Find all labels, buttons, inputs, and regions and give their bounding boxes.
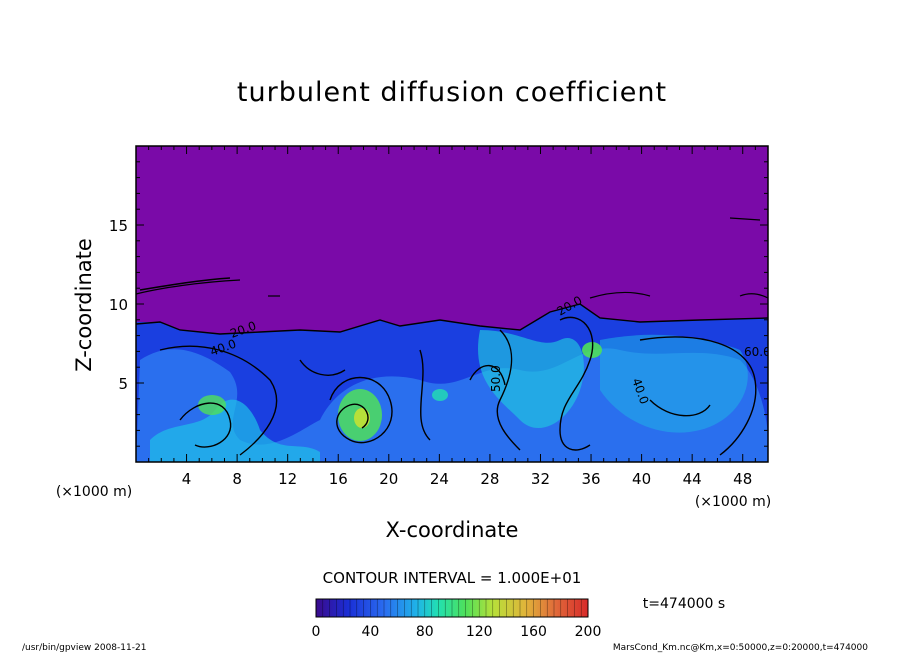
x-axis: 4 8 12 16 20 24 28 32 36 40 44 48 <box>135 146 769 488</box>
footer-left: /usr/bin/gpview 2008-11-21 <box>22 643 146 653</box>
footer-right: MarsCond_Km.nc@Km,x=0:50000,z=0:20000,t=… <box>613 643 868 653</box>
time-label: t=474000 s <box>643 596 725 612</box>
contour-interval-label: CONTOUR INTERVAL = 1.000E+01 <box>323 569 582 587</box>
contour-label: 50.0 <box>489 365 503 392</box>
eddy-cyan-2 <box>478 330 584 429</box>
colorbar-ticks: 0 40 80 120 160 200 <box>312 624 602 640</box>
x-tick-label: 12 <box>278 470 297 488</box>
colorbar-tick-label: 40 <box>361 624 379 640</box>
y-tick-label: 10 <box>109 296 128 314</box>
colorbar-stripes <box>322 599 582 617</box>
colorbar-tick-label: 120 <box>466 624 493 640</box>
colorbar-tick-label: 160 <box>520 624 547 640</box>
contour-lines <box>136 277 768 456</box>
contour-label: 60.0 <box>744 345 771 359</box>
colorbar-tick-label: 200 <box>575 624 602 640</box>
x-axis-units: (×1000 m) <box>695 494 771 510</box>
x-tick-label: 40 <box>632 470 651 488</box>
x-axis-label: X-coordinate <box>386 518 519 542</box>
y-axis-units: (×1000 m) <box>56 484 132 500</box>
y-tick-label: 5 <box>118 375 128 393</box>
x-tick-label: 24 <box>430 470 449 488</box>
y-axis: 5 10 15 <box>109 145 768 463</box>
x-tick-label: 16 <box>329 470 348 488</box>
x-tick-label: 4 <box>182 470 192 488</box>
x-tick-label: 8 <box>232 470 242 488</box>
vortex-green-4 <box>432 389 448 401</box>
eddy-cyan-3 <box>600 334 748 433</box>
x-tick-label: 28 <box>480 470 499 488</box>
x-tick-label: 48 <box>733 470 752 488</box>
colorbar-tick-label: 0 <box>312 624 321 640</box>
x-tick-label: 36 <box>581 470 600 488</box>
y-tick-label: 15 <box>109 217 128 235</box>
colorbar-tick-label: 80 <box>416 624 434 640</box>
x-tick-label: 20 <box>379 470 398 488</box>
y-axis-label: Z-coordinate <box>72 238 96 372</box>
plot-area: 20.0 40.0 50.0 60.0 20.0 40.0 <box>136 146 771 462</box>
vortex-green-2 <box>198 395 226 415</box>
chart-title: turbulent diffusion coefficient <box>237 77 667 108</box>
x-tick-label: 32 <box>531 470 550 488</box>
boundary-layer-cyan <box>150 399 320 462</box>
upper-contours <box>136 217 768 299</box>
colorbar: 0 40 80 120 160 200 <box>312 598 602 640</box>
x-tick-label: 44 <box>683 470 702 488</box>
